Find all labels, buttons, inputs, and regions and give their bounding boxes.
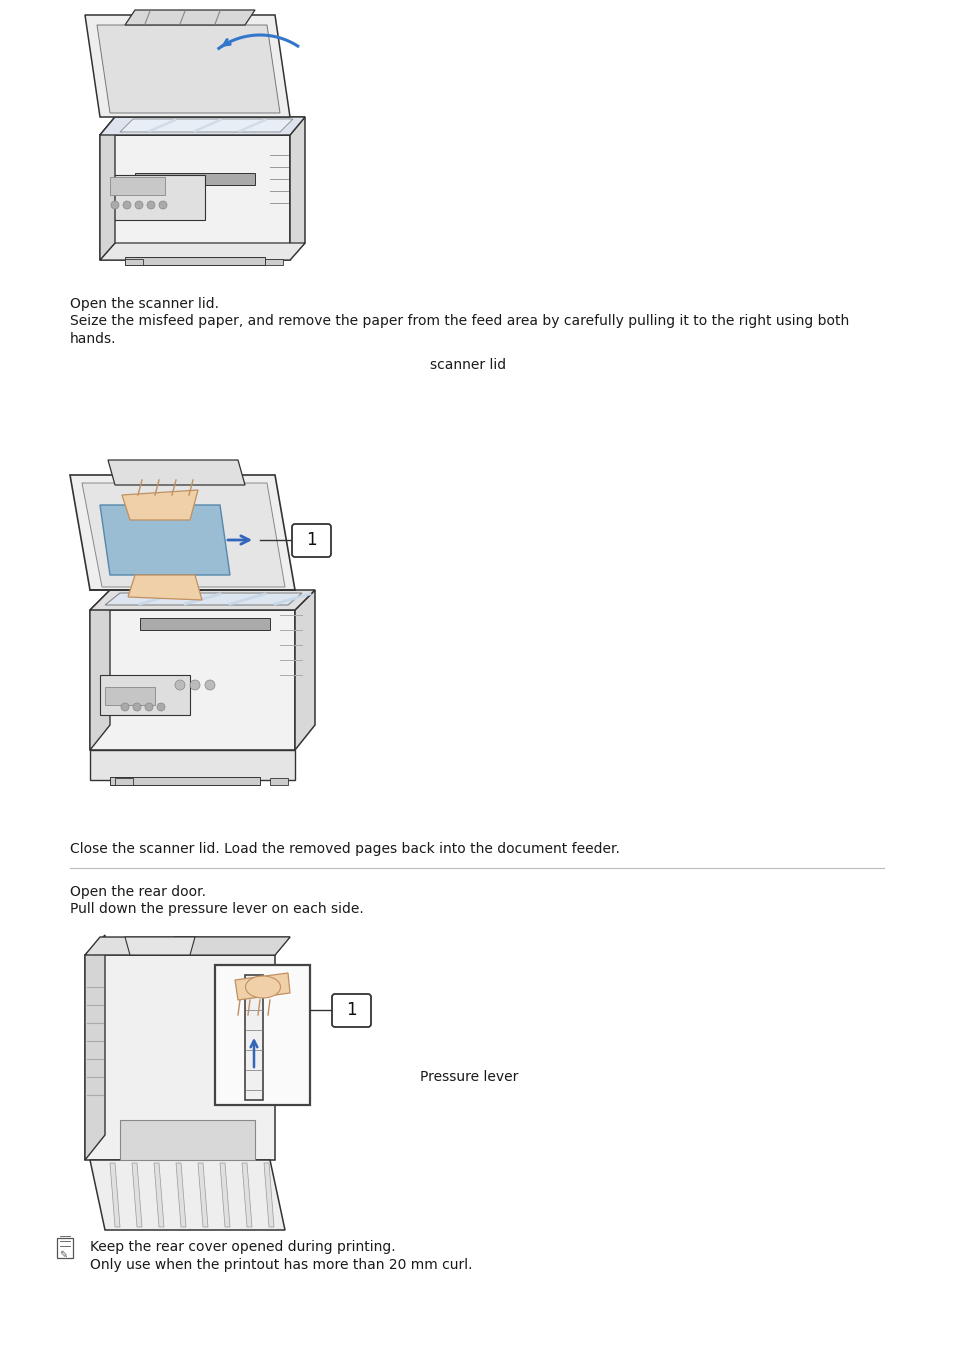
Polygon shape [198, 1163, 208, 1227]
Polygon shape [97, 26, 280, 113]
Text: Keep the rear cover opened during printing.: Keep the rear cover opened during printi… [90, 1240, 395, 1254]
Text: Close the scanner lid. Load the removed pages back into the document feeder.: Close the scanner lid. Load the removed … [70, 842, 619, 857]
Polygon shape [90, 590, 110, 750]
Polygon shape [132, 1163, 142, 1227]
Circle shape [123, 201, 131, 209]
Polygon shape [120, 1120, 254, 1161]
FancyBboxPatch shape [332, 994, 371, 1027]
Polygon shape [234, 973, 290, 1000]
Bar [265, 259, 283, 265]
Polygon shape [264, 1163, 274, 1227]
Polygon shape [100, 118, 115, 259]
Circle shape [135, 201, 143, 209]
Polygon shape [110, 1163, 120, 1227]
Bar [57, 1238, 73, 1258]
Bar [125, 259, 143, 265]
Polygon shape [242, 1163, 252, 1227]
Polygon shape [175, 1163, 186, 1227]
Circle shape [145, 703, 152, 711]
Polygon shape [153, 1163, 164, 1227]
Text: Open the rear door.: Open the rear door. [70, 885, 206, 898]
Polygon shape [85, 15, 290, 118]
Circle shape [147, 201, 154, 209]
Polygon shape [90, 1161, 285, 1229]
Polygon shape [105, 593, 302, 605]
Polygon shape [100, 243, 305, 259]
Text: hands.: hands. [70, 332, 116, 346]
Polygon shape [128, 576, 202, 600]
Polygon shape [70, 476, 294, 590]
Circle shape [159, 201, 167, 209]
Text: Open the scanner lid.: Open the scanner lid. [70, 297, 219, 311]
Polygon shape [108, 459, 245, 485]
Bar [245, 975, 263, 1100]
Bar [90, 750, 294, 780]
Polygon shape [82, 484, 285, 586]
Bar [105, 688, 154, 705]
Circle shape [132, 703, 141, 711]
Bar [100, 676, 190, 715]
Polygon shape [160, 938, 290, 955]
Text: scanner lid: scanner lid [430, 358, 506, 372]
Circle shape [111, 201, 119, 209]
Polygon shape [100, 505, 230, 576]
Text: ✎: ✎ [59, 1250, 67, 1260]
Text: 1: 1 [305, 531, 316, 549]
Polygon shape [90, 611, 294, 750]
Circle shape [205, 680, 214, 690]
Text: Pressure lever: Pressure lever [419, 1070, 517, 1084]
Polygon shape [85, 938, 290, 955]
Polygon shape [120, 119, 293, 132]
Bar [140, 617, 270, 630]
Polygon shape [100, 118, 305, 135]
Polygon shape [85, 935, 105, 1161]
Polygon shape [294, 590, 314, 750]
FancyBboxPatch shape [292, 524, 331, 557]
Text: Pull down the pressure lever on each side.: Pull down the pressure lever on each sid… [70, 902, 363, 916]
Bar [270, 778, 288, 785]
Text: 1: 1 [345, 1001, 355, 1019]
Circle shape [174, 680, 185, 690]
Polygon shape [90, 590, 314, 611]
Circle shape [121, 703, 129, 711]
Polygon shape [85, 955, 274, 1161]
Ellipse shape [245, 975, 280, 998]
Circle shape [157, 703, 165, 711]
Bar [110, 777, 260, 785]
Polygon shape [100, 118, 305, 135]
Polygon shape [220, 1163, 230, 1227]
Bar [105, 176, 205, 220]
Polygon shape [290, 118, 305, 259]
Text: Only use when the printout has more than 20 mm curl.: Only use when the printout has more than… [90, 1258, 472, 1273]
Bar [214, 965, 310, 1105]
Text: Seize the misfeed paper, and remove the paper from the feed area by carefully pu: Seize the misfeed paper, and remove the … [70, 313, 848, 328]
Polygon shape [125, 9, 254, 26]
Polygon shape [100, 135, 290, 259]
Polygon shape [125, 938, 194, 955]
Bar [110, 177, 165, 195]
Bar [135, 173, 254, 185]
Circle shape [190, 680, 200, 690]
Bar [115, 778, 132, 785]
Bar [125, 257, 265, 265]
Polygon shape [122, 490, 198, 520]
